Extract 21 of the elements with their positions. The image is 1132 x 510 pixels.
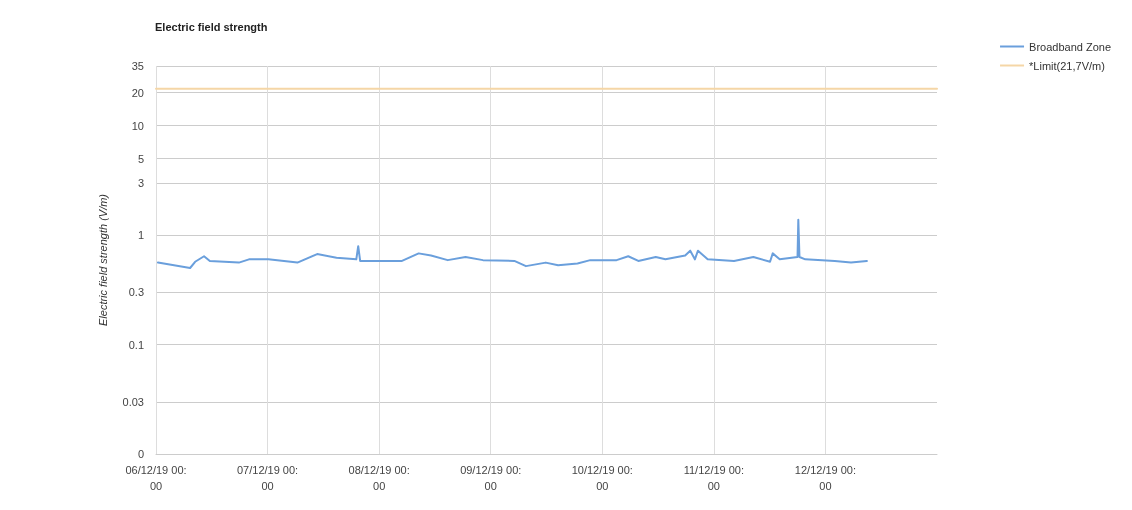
x-tick-label: 07/12/19 00:00 xyxy=(236,464,299,492)
y-tick-label: 20 xyxy=(131,86,144,99)
y-tick-label: 0.1 xyxy=(128,338,144,351)
legend-label: Broadband Zone xyxy=(1029,40,1111,53)
y-tick-label: 0.03 xyxy=(122,395,144,408)
x-tick-label: 11/12/19 00:00 xyxy=(683,464,745,492)
y-tick-label: 35 xyxy=(131,60,144,72)
y-tick-label: 10 xyxy=(131,119,144,132)
legend-label: *Limit(21,7V/m) xyxy=(1029,59,1105,72)
y-tick-label: 0.3 xyxy=(128,286,144,299)
y-tick-label: 3 xyxy=(137,176,144,189)
y-tick-label: 0 xyxy=(137,448,144,460)
x-tick-label: 08/12/19 00:00 xyxy=(348,464,410,492)
x-tick-label: 06/12/19 00:00 xyxy=(125,464,187,492)
y-axis-title: Electric field strength (V/m) xyxy=(96,193,109,327)
x-tick-label: 12/12/19 00:00 xyxy=(794,464,857,492)
y-tick-label: 1 xyxy=(137,229,144,242)
y-tick-label: 5 xyxy=(137,152,144,165)
x-tick-label: 09/12/19 00:00 xyxy=(460,464,522,492)
x-tick-label: 10/12/19 00:00 xyxy=(571,464,633,492)
chart-title: Electric field strength xyxy=(155,20,268,33)
